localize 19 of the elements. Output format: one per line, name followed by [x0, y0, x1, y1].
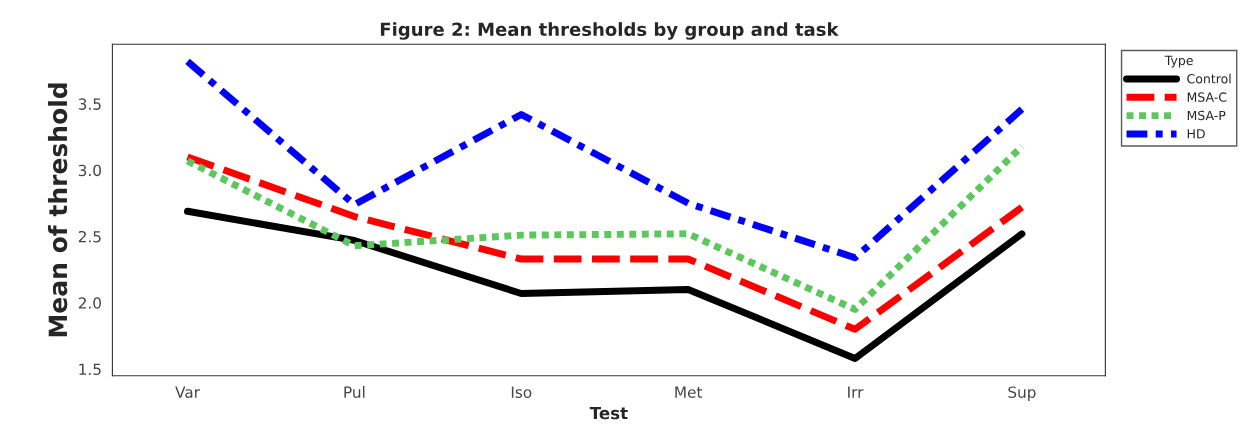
y-tick-label: 3.0 — [78, 164, 101, 177]
y-tick-label: 2.5 — [78, 230, 101, 243]
x-tick-label: Iso — [511, 386, 532, 398]
legend-label: HD — [1187, 129, 1205, 139]
x-tick-label: Var — [175, 386, 200, 398]
chart-title: Figure 2: Mean thresholds by group and task — [380, 22, 839, 40]
y-tick-label: 3.5 — [78, 98, 101, 110]
x-tick-label: Irr — [848, 386, 864, 398]
x-tick-label: Pul — [344, 386, 365, 398]
legend-label: MSA-P — [1187, 110, 1226, 121]
legend-title: Type — [1164, 55, 1193, 68]
y-axis-title: Mean of threshold — [47, 83, 68, 337]
legend-label: Control — [1187, 73, 1231, 84]
y-tick-label: 1.5 — [79, 363, 101, 376]
x-tick-label: Sup — [1008, 386, 1036, 401]
x-axis-title: Test — [589, 406, 628, 420]
y-tick-label: 2.0 — [78, 297, 101, 309]
legend-label: MSA-C — [1187, 92, 1227, 102]
x-tick-label: Met — [675, 386, 703, 398]
